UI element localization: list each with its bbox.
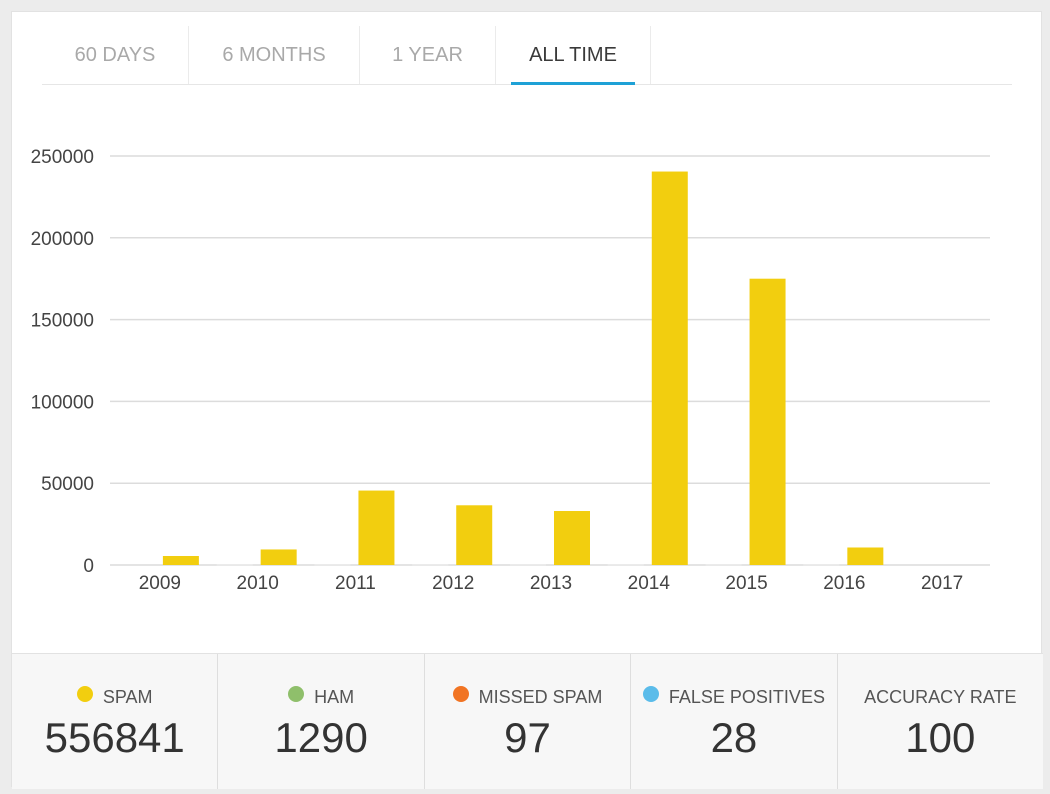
tab-all-time[interactable]: ALL TIME (496, 26, 651, 85)
y-tick-label: 50000 (41, 474, 94, 495)
bar (554, 511, 590, 565)
tab-label: ALL TIME (529, 44, 617, 66)
stat-spam: SPAM 556841 (12, 654, 219, 789)
tab-6-months[interactable]: 6 MONTHS (189, 26, 360, 84)
stat-label: MISSED SPAM (478, 686, 603, 707)
stat-label: SPAM (102, 686, 153, 707)
y-tick-label: 100000 (31, 392, 94, 413)
y-tick-label: 200000 (31, 229, 94, 250)
stat-accuracy-rate: ACCURACY RATE 100 (838, 654, 1043, 789)
stat-missed-spam: MISSED SPAM 97 (425, 654, 632, 789)
x-tick-label: 2013 (530, 573, 572, 594)
stat-value: 28 (710, 714, 758, 761)
stat-value: 556841 (44, 714, 185, 761)
stat-label: FALSE POSITIVES (668, 686, 825, 707)
spam-bar-chart: 0 50000 100000 150000 200000 250000 2009 2010 20… (31, 147, 990, 594)
x-tick-label: 2015 (725, 573, 767, 594)
period-tabs: 60 DAYS 6 MONTHS 1 YEAR ALL TIME (42, 26, 1012, 85)
x-tick-label: 2016 (823, 573, 865, 594)
x-tick-label: 2012 (432, 573, 474, 594)
bar-secondary (216, 564, 253, 567)
missed-spam-dot-icon (452, 686, 469, 702)
x-tick-label: 2014 (628, 573, 671, 594)
stat-label: ACCURACY RATE (864, 686, 1017, 707)
stats-card: 60 DAYS 6 MONTHS 1 YEAR ALL TIME 0 50000 1… (11, 11, 1043, 789)
bar-secondary (510, 564, 546, 567)
bar-secondary (607, 564, 644, 567)
bar (847, 547, 884, 565)
stat-false-positives: FALSE POSITIVES 28 (631, 654, 838, 789)
ham-dot-icon (288, 686, 305, 702)
tab-1-year[interactable]: 1 YEAR (360, 26, 496, 84)
stat-value: 1290 (274, 714, 368, 761)
stat-ham: HAM 1290 (218, 654, 425, 789)
stat-value: 97 (504, 714, 551, 761)
bar-secondary (314, 564, 351, 567)
stat-label: HAM (314, 686, 355, 707)
bar (651, 171, 688, 566)
stat-value: 100 (905, 714, 976, 761)
y-tick-label: 0 (83, 556, 94, 577)
tab-label: 60 DAYS (74, 44, 156, 66)
y-tick-label: 150000 (31, 311, 94, 332)
tab-60-days[interactable]: 60 DAYS (42, 26, 189, 84)
x-tick-label: 2010 (237, 573, 279, 594)
tab-label: 6 MONTHS (222, 44, 326, 66)
stats-row: SPAM 556841 HAM 1290 MISSED SPAM 97 FALS… (12, 653, 1043, 789)
bar (749, 278, 786, 565)
bar-secondary (803, 564, 840, 567)
bar (260, 549, 297, 565)
x-tick-label: 2009 (139, 573, 181, 594)
x-tick-label: 2017 (921, 573, 963, 594)
bar-secondary (412, 564, 449, 567)
false-positives-dot-icon (642, 686, 659, 702)
spam-dot-icon (76, 686, 93, 702)
x-tick-label: 2011 (335, 573, 376, 594)
y-tick-label: 250000 (31, 147, 94, 168)
bar (456, 505, 493, 565)
bar (358, 490, 395, 565)
bar-secondary (705, 564, 742, 567)
tab-underline (511, 82, 635, 85)
bar (162, 556, 199, 565)
tab-label: 1 YEAR (392, 44, 463, 66)
